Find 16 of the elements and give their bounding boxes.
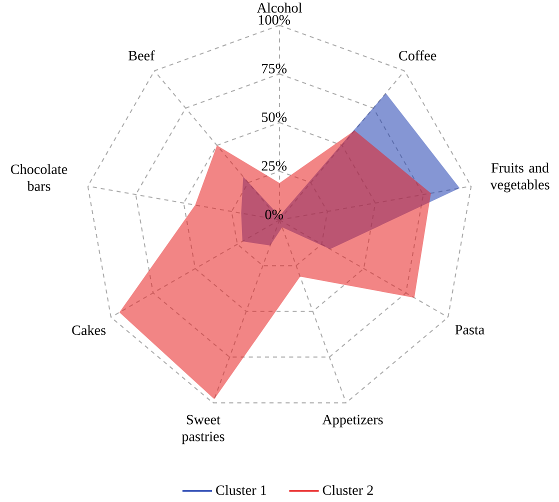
y-tick-label: 0% [265,210,284,220]
spoke-label: Beef [128,50,155,60]
spoke-label: Coffee [399,50,436,60]
y-tick-label: 75% [262,64,287,74]
spoke-label: Fruits and vegetables [490,162,550,192]
legend-label: Cluster 2 [322,484,373,495]
spoke-label: Pasta [455,324,484,334]
spoke-label: Cakes [72,324,106,335]
y-tick-label: 50% [262,112,287,122]
y-tick-label: 100% [258,14,290,25]
spoke-label: Chocolate bars [10,164,68,191]
spoke-label: Alcohol [256,2,302,12]
y-tick-label: 25% [262,160,287,171]
legend-label: Cluster 1 [216,484,266,495]
spoke-label: Appetizers [322,414,383,428]
spoke-label: Sweet pastries [182,414,224,444]
